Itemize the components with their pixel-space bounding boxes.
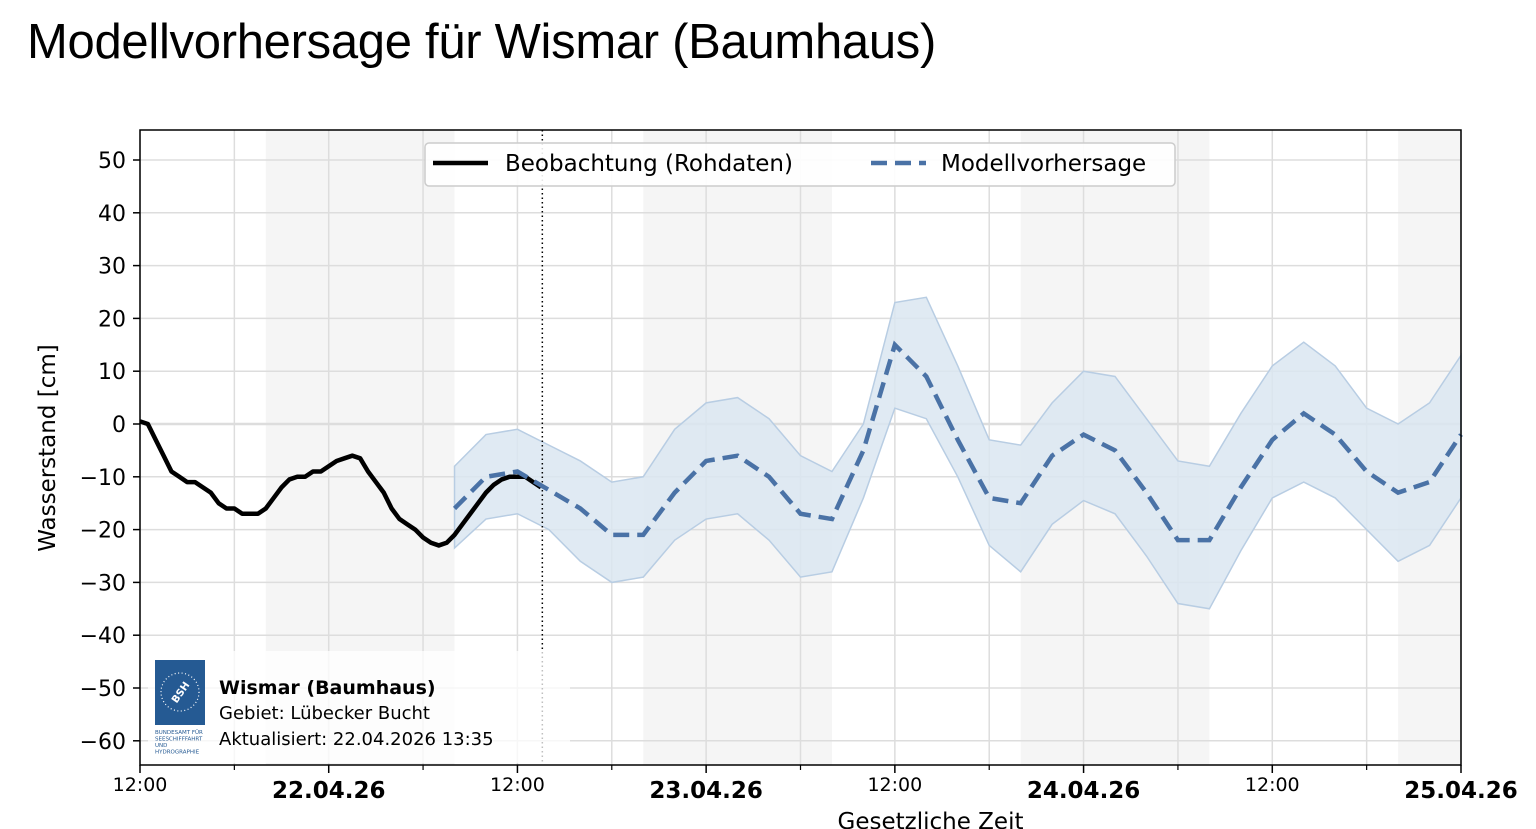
y-tick-label: 20	[98, 307, 126, 332]
confidence-band-area	[453, 296, 1462, 610]
page-title: Modellvorhersage für Wismar (Baumhaus)	[27, 15, 937, 69]
y-tick-label: −10	[80, 466, 126, 491]
legend-forecast-label: Modellvorhersage	[941, 151, 1146, 177]
y-tick-label: −20	[80, 519, 126, 544]
x-tick-label: 12:00	[867, 774, 922, 796]
y-tick-label: −60	[80, 730, 126, 755]
infobox-station: Wismar (Baumhaus)	[219, 677, 436, 699]
legend-observation-label: Beobachtung (Rohdaten)	[505, 151, 793, 177]
y-tick-label: 10	[98, 360, 126, 385]
x-tick-label: 12:00	[113, 774, 168, 796]
x-tick-label: 24.04.26	[1027, 778, 1141, 804]
y-tick-label: 40	[98, 202, 126, 227]
y-tick-label: −40	[80, 624, 126, 649]
bsh-logo-icon	[155, 660, 205, 725]
bsh-logo-caption: BUNDESAMT FÜR	[155, 729, 203, 736]
y-tick-label: −30	[80, 571, 126, 596]
x-axis-label: Gesetzliche Zeit	[838, 809, 1024, 829]
y-tick-label: 30	[98, 255, 126, 280]
forecast-line	[452, 340, 1463, 543]
x-tick-label: 22.04.26	[272, 778, 386, 804]
forecast-confidence-band	[453, 296, 1462, 610]
legend-box	[424, 142, 1176, 187]
x-tick-label: 23.04.26	[649, 778, 763, 804]
y-tick-label: 50	[98, 149, 126, 174]
infobox-area: Gebiet: Lübecker Bucht	[219, 703, 430, 724]
legend: Beobachtung (Rohdaten) Modellvorhersage	[424, 142, 1176, 187]
y-tick-label: −50	[80, 677, 126, 702]
series-lines	[139, 130, 1463, 765]
y-tick-label: 0	[112, 413, 126, 438]
bsh-logo-caption: UND	[155, 743, 167, 749]
x-tick-label: 12:00	[490, 774, 545, 796]
bsh-logo-caption: HYDROGRAPHIE	[155, 750, 200, 756]
bsh-logo-ring	[160, 672, 200, 712]
axes: 50 40 30 20 10 0 −10 −20 −30 −40 −50 −60 12:00 22.04.…	[35, 129, 1518, 829]
x-tick-label: 12:00	[1245, 774, 1300, 796]
bsh-logo-caption: SEESCHIFFFAHRT	[155, 737, 203, 743]
x-tick-label: 25.04.26	[1404, 778, 1518, 804]
y-axis-label: Wasserstand [cm]	[35, 344, 61, 552]
infobox-background	[148, 651, 570, 763]
infobox-updated: Aktualisiert: 22.04.2026 13:35	[219, 729, 494, 750]
observation-line	[139, 419, 543, 548]
